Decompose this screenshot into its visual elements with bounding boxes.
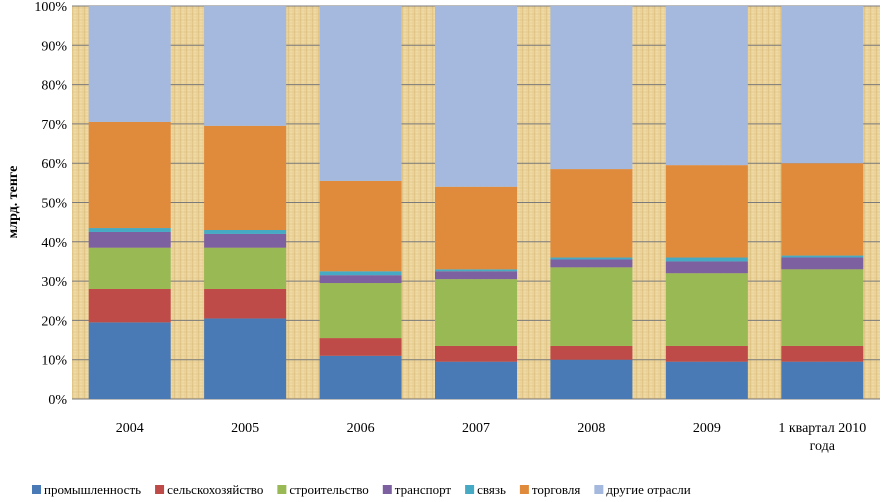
bar-segment [550,259,633,268]
legend-swatch [277,485,287,494]
bar-segment [319,180,402,272]
bar-segment [550,267,633,346]
legend-label: связь [477,482,506,497]
y-tick-label: 20% [41,314,67,329]
bar-segment [550,257,633,260]
bar-segment [550,359,633,399]
bar-segment [88,288,171,323]
x-category-label: 2007 [462,421,490,436]
bar-segment [665,273,748,346]
bar-segment [781,163,864,256]
bar-segment [435,279,517,346]
y-tick-label: 60% [41,157,67,172]
bar-segment [204,288,287,319]
legend-label: промышленность [44,482,141,497]
legend-swatch [519,485,529,494]
y-tick-label: 40% [41,236,67,251]
bar-segment [435,345,517,362]
bar-segment [781,6,864,164]
legend-label: другие отрасли [606,482,690,497]
bar-segment [435,186,517,270]
legend: промышленность сельскохозяйство строительс… [32,482,691,497]
bars [88,6,864,399]
bar-segment [665,361,748,399]
y-tick-label: 100% [34,0,67,15]
bar-segment [88,121,171,229]
bar-segment [204,233,287,248]
bar-segment [319,6,402,181]
bar-segment [319,283,402,339]
y-tick-label: 80% [41,79,67,94]
x-axis-categories: 2004 2005 2006 2007 2008 2009 1 квартал 2010 го… [116,421,867,454]
bar-segment [781,345,864,362]
bar-segment [319,355,402,399]
x-category-label: 2004 [116,421,144,436]
bar-segment [319,338,402,356]
bar-segment [88,231,171,248]
x-category-label: 2008 [577,421,605,436]
legend-label: строительство [289,482,368,497]
bar-segment [781,255,864,258]
bar-segment [550,345,633,360]
bar-segment [550,6,633,170]
legend-swatch [155,485,165,494]
bar-segment [435,269,517,272]
bar-segment [88,322,171,399]
legend-swatch [465,485,475,494]
bar-segment [665,165,748,258]
bar-segment [435,361,517,399]
x-category-label: 2005 [231,421,259,436]
x-category-label: 2006 [347,421,375,436]
y-tick-label: 50% [41,197,67,212]
y-tick-label: 90% [41,39,67,54]
bar-segment [781,361,864,399]
y-tick-label: 10% [41,354,67,369]
bar-segment [781,257,864,270]
x-category-label: года [810,439,836,454]
bar-segment [781,269,864,346]
legend-swatch [382,485,392,494]
y-tick-label: 0% [48,393,67,408]
bar-segment [550,169,633,258]
x-category-label: 2009 [693,421,721,436]
legend-label: торговля [532,482,580,497]
legend-swatch [32,485,41,494]
y-axis-ticks: 0% 10% 20% 30% 40% 50% 60% 70% 80% 90% 100% [34,0,67,408]
bar-segment [665,261,748,274]
y-tick-label: 30% [41,275,67,290]
bar-segment [88,228,171,232]
bar-segment [88,247,171,289]
bar-segment [204,230,287,234]
y-axis-label: млрд. тенге [6,166,21,239]
bar-segment [665,257,748,262]
bar-segment [204,247,287,289]
legend-swatch [594,485,604,494]
bar-segment [204,6,287,126]
bar-segment [319,271,402,276]
bar-segment [665,345,748,362]
bar-segment [319,275,402,284]
bar-segment [204,125,287,231]
bar-segment [435,6,517,187]
legend-label: транспорт [395,482,452,497]
bar-segment [88,6,171,122]
bar-segment [665,6,748,166]
legend-label: сельскохозяйство [167,482,263,497]
x-category-label: 1 квартал 2010 [778,421,866,436]
bar-segment [435,271,517,280]
bar-segment [204,318,287,399]
y-tick-label: 70% [41,118,67,133]
